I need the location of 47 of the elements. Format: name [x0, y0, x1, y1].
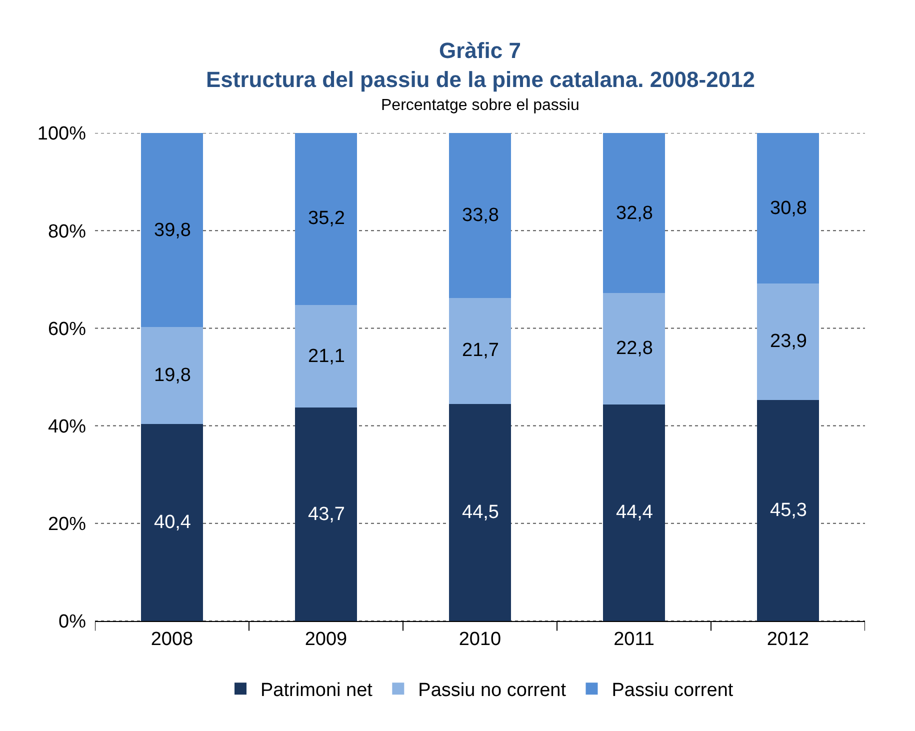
y-tick-label: 20% — [48, 514, 86, 536]
data-label: 45,3 — [770, 500, 807, 521]
bar — [603, 404, 665, 621]
bar — [449, 404, 511, 621]
y-axis-title: Percentatge sobre el passiu — [381, 97, 580, 114]
x-tick-label: 2009 — [304, 628, 348, 650]
y-tick-label: 100% — [37, 124, 86, 145]
data-label: 23,9 — [770, 331, 807, 352]
chart-subtitle: Estructura del passiu de la pime catalana. 2008-2012 — [206, 67, 756, 92]
y-tick-label: 80% — [48, 221, 86, 242]
data-label: 40,4 — [154, 512, 192, 533]
bar — [603, 293, 665, 404]
bar — [141, 133, 203, 328]
bar — [449, 298, 511, 404]
bar — [757, 133, 819, 284]
data-label: 32,8 — [616, 203, 653, 224]
bar — [757, 283, 819, 400]
y-tick-label: 40% — [48, 416, 86, 438]
data-label: 30,8 — [770, 198, 807, 219]
data-label: 21,1 — [308, 346, 345, 367]
data-label: 33,8 — [462, 205, 499, 226]
bar — [603, 133, 665, 294]
data-label: 39,8 — [154, 220, 191, 241]
data-label: 44,5 — [462, 502, 499, 523]
bar — [141, 327, 203, 424]
data-label: 22,8 — [616, 338, 653, 359]
legend-label: Patrimoni net — [260, 680, 374, 702]
bar — [295, 304, 357, 408]
legend-label: Passiu corrent — [612, 680, 734, 702]
x-tick-label: 2008 — [150, 628, 194, 650]
chart-title: Gràfic 7 — [439, 38, 521, 63]
data-label: 19,8 — [154, 365, 191, 386]
data-label: 43,7 — [308, 504, 345, 525]
bar — [295, 408, 357, 621]
bar — [295, 133, 357, 305]
y-tick-label: 60% — [48, 318, 86, 340]
bar — [141, 424, 203, 621]
x-tick-label: 2012 — [766, 628, 810, 650]
y-tick-label: 0% — [58, 612, 86, 633]
data-label: 44,4 — [616, 502, 654, 523]
data-label: 21,7 — [462, 340, 499, 361]
legend-label: Passiu no corrent — [418, 680, 567, 702]
x-tick-label: 2011 — [614, 628, 654, 650]
x-tick-label: 2010 — [458, 628, 502, 650]
bar — [449, 133, 511, 298]
data-label: 35,2 — [308, 208, 345, 229]
bar — [757, 400, 819, 621]
